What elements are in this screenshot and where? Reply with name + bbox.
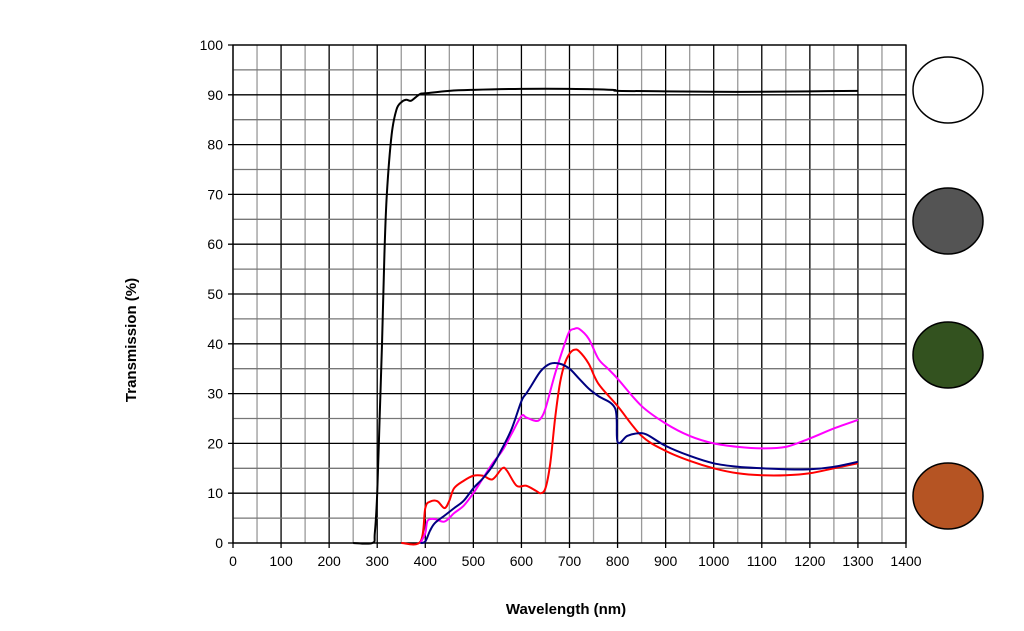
x-tick-label: 1200 — [794, 553, 825, 569]
color-swatch — [912, 187, 984, 255]
series-line — [419, 327, 859, 544]
y-tick-label: 40 — [207, 336, 223, 352]
x-tick-label: 1100 — [747, 553, 777, 569]
x-tick-label: 200 — [317, 553, 341, 569]
series-group — [353, 87, 859, 546]
x-tick-label: 0 — [229, 553, 237, 569]
plot-frame — [232, 44, 907, 544]
x-tick-label: 500 — [462, 553, 486, 569]
y-tick-label: 30 — [207, 386, 223, 402]
y-tick-label: 90 — [207, 87, 223, 103]
y-tick-label: 10 — [207, 485, 223, 501]
x-tick-label: 1400 — [890, 553, 921, 569]
y-axis-label: Transmission (%) — [123, 278, 140, 402]
series-line — [420, 361, 859, 544]
tick-labels: 0 100 200 300 400 500 600 700 800 900 1000 1100 1200… — [200, 37, 922, 569]
x-tick-label: 800 — [606, 553, 630, 569]
y-tick-label: 70 — [207, 186, 223, 202]
color-swatch — [912, 321, 984, 389]
y-tick-label: 80 — [207, 137, 223, 153]
y-tick-label: 0 — [215, 535, 223, 551]
x-tick-label: 600 — [510, 553, 534, 569]
y-tick-label: 20 — [207, 435, 223, 451]
y-tick-label: 100 — [200, 37, 224, 53]
x-axis-label: Wavelength (nm) — [506, 601, 626, 618]
x-tick-label: 1300 — [842, 553, 873, 569]
color-swatches — [912, 56, 984, 530]
series-line — [353, 87, 858, 545]
x-tick-label: 100 — [269, 553, 293, 569]
color-swatch — [912, 462, 984, 530]
grid — [228, 44, 907, 548]
series-line — [401, 348, 859, 546]
color-swatch — [912, 56, 984, 124]
x-tick-label: 1000 — [698, 553, 729, 569]
x-tick-label: 900 — [654, 553, 678, 569]
x-tick-label: 400 — [414, 553, 438, 569]
x-tick-label: 700 — [558, 553, 582, 569]
x-tick-label: 300 — [366, 553, 390, 569]
y-tick-label: 50 — [207, 286, 223, 302]
y-tick-label: 60 — [207, 236, 223, 252]
